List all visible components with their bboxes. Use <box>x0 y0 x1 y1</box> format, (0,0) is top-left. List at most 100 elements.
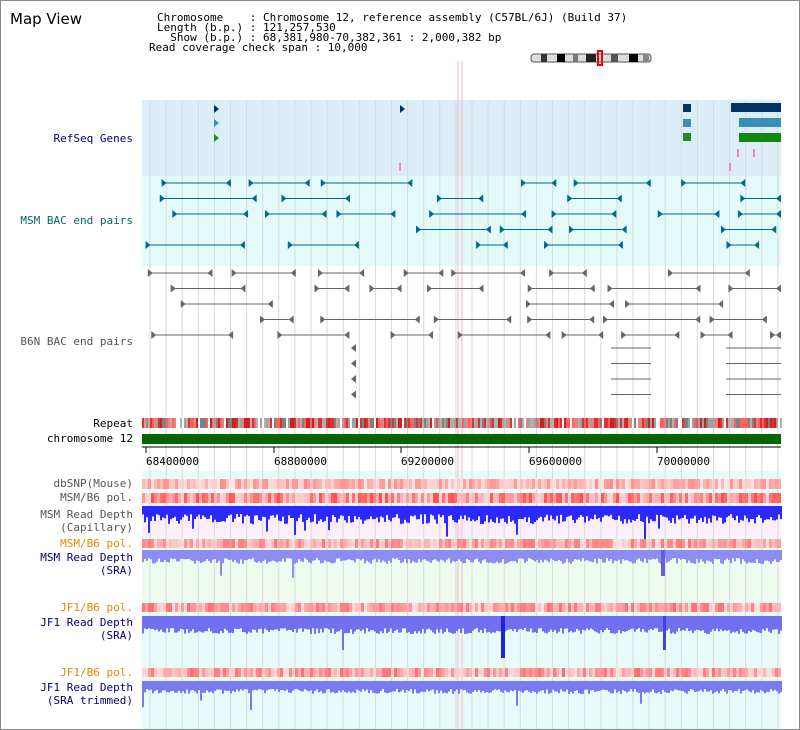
polymorphism-cell <box>220 603 223 612</box>
read-depth-bar <box>200 506 202 520</box>
polymorphism-cell <box>184 668 187 677</box>
repeat-segment <box>184 418 186 428</box>
read-depth-bar <box>674 506 676 524</box>
read-depth-bar <box>666 616 668 631</box>
polymorphism-cell <box>580 668 583 677</box>
gene-arrow <box>214 119 219 127</box>
polymorphism-cell <box>166 493 169 503</box>
polymorphism-cell <box>289 603 292 612</box>
repeat-segment <box>294 418 296 428</box>
read-depth-bar <box>192 506 194 529</box>
read-depth-bar <box>490 681 492 693</box>
polymorphism-cell <box>547 479 550 489</box>
read-depth-bar <box>482 550 484 561</box>
read-depth-bar <box>316 681 318 690</box>
polymorphism-cell <box>319 539 322 548</box>
polymorphism-cell <box>664 539 667 548</box>
read-depth-bar <box>554 506 556 521</box>
polymorphism-cell <box>415 479 418 489</box>
read-depth-bar <box>484 506 486 522</box>
polymorphism-cell <box>403 603 406 612</box>
repeat-segment <box>208 418 210 428</box>
read-depth-bar <box>422 616 424 630</box>
read-depth-bar <box>776 550 778 562</box>
read-depth-bar <box>602 550 604 563</box>
read-depth-bar <box>690 506 692 519</box>
repeat-segment <box>178 418 180 428</box>
read-depth-bar <box>540 550 542 560</box>
polymorphism-cell <box>178 603 181 612</box>
read-depth-bar <box>330 681 332 693</box>
read-depth-bar <box>490 550 492 563</box>
bac-end-marker <box>427 284 433 293</box>
read-depth-bar <box>560 506 562 515</box>
read-depth-bar <box>638 616 640 629</box>
read-depth-bar <box>704 681 706 690</box>
read-depth-bar <box>310 506 312 523</box>
polymorphism-cell <box>763 479 766 489</box>
bac-end-marker <box>351 375 356 383</box>
read-depth-bar <box>232 550 234 562</box>
read-depth-bar <box>286 550 288 559</box>
polymorphism-cell <box>433 668 436 677</box>
bac-end-marker <box>457 331 463 339</box>
read-depth-bar <box>346 616 348 634</box>
polymorphism-cell <box>295 539 298 548</box>
polymorphism-cell <box>556 479 559 489</box>
polymorphism-cell <box>349 493 352 503</box>
polymorphism-cell <box>142 603 145 612</box>
read-depth-bar <box>708 681 710 692</box>
polymorphism-cell <box>442 603 445 612</box>
gene-block <box>731 103 781 112</box>
read-depth-bar <box>416 681 418 694</box>
read-depth-bar <box>544 550 546 560</box>
polymorphism-cell <box>250 668 253 677</box>
polymorphism-cell <box>493 493 496 503</box>
polymorphism-cell <box>463 493 466 503</box>
read-depth-bar <box>744 506 746 516</box>
repeat-segment <box>512 418 514 428</box>
polymorphism-cell <box>730 603 733 612</box>
read-depth-bar <box>574 616 576 632</box>
read-depth-bar <box>152 616 154 630</box>
read-depth-bar <box>558 506 560 524</box>
polymorphism-cell <box>286 668 289 677</box>
read-depth-bar <box>720 616 722 630</box>
polymorphism-cell <box>523 668 526 677</box>
read-depth-bar <box>190 616 192 632</box>
read-depth-bar <box>504 550 506 564</box>
polymorphism-cell <box>652 479 655 489</box>
polymorphism-cell <box>202 668 205 677</box>
polymorphism-cell <box>484 603 487 612</box>
read-depth-bar <box>388 616 390 632</box>
read-depth-bar <box>638 506 640 515</box>
polymorphism-cell <box>487 479 490 489</box>
polymorphism-cell <box>589 479 592 489</box>
read-depth-bar <box>640 616 642 632</box>
polymorphism-cell <box>415 668 418 677</box>
repeat-segment <box>428 418 430 428</box>
repeat-segment <box>602 418 604 428</box>
polymorphism-cell <box>517 493 520 503</box>
read-depth-bar <box>254 616 256 630</box>
polymorphism-cell <box>712 668 715 677</box>
read-depth-bar <box>740 616 742 630</box>
read-depth-bar <box>588 550 590 562</box>
polymorphism-cell <box>664 668 667 677</box>
polymorphism-cell <box>430 668 433 677</box>
polymorphism-cell <box>532 493 535 503</box>
repeat-segment <box>640 418 642 428</box>
read-depth-bar <box>520 550 522 559</box>
polymorphism-cell <box>694 603 697 612</box>
read-depth-bar <box>216 550 218 563</box>
polymorphism-cell <box>367 539 370 548</box>
read-depth-bar <box>526 506 528 523</box>
ideogram-band <box>629 54 638 62</box>
read-depth-bar <box>568 616 570 633</box>
read-depth-bar <box>234 506 236 519</box>
read-depth-bar <box>518 550 520 559</box>
polymorphism-cell <box>184 493 187 503</box>
read-depth-bar <box>594 616 596 632</box>
read-depth-bar <box>304 550 306 559</box>
